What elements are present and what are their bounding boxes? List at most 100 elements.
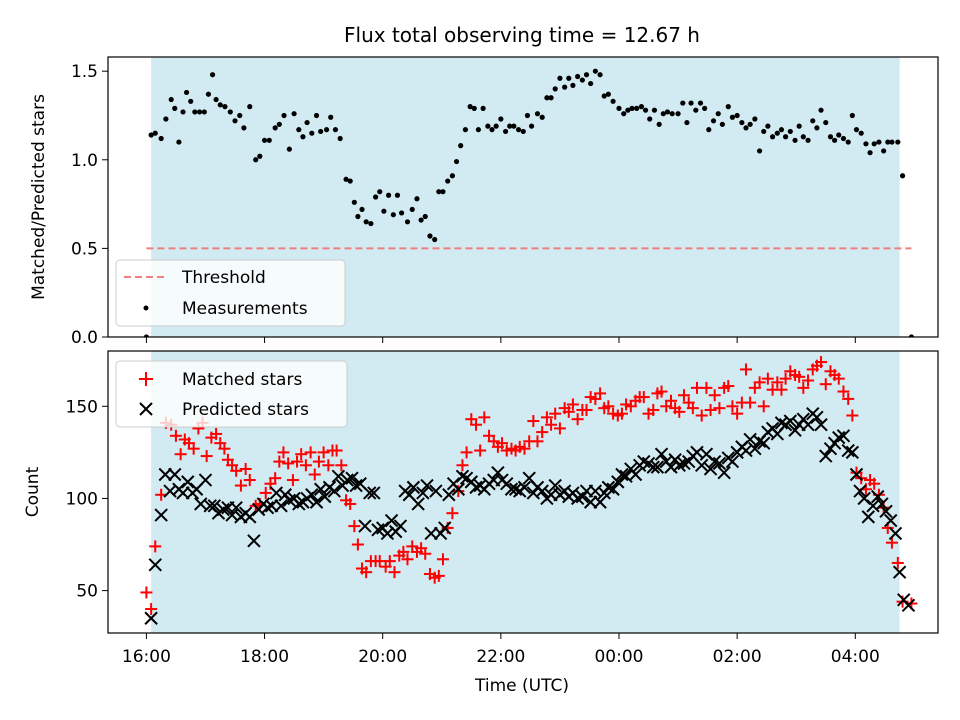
predicted-marker-b	[264, 499, 279, 513]
predicted-marker-b	[420, 478, 434, 493]
predicted-marker-b	[292, 497, 306, 511]
predicted-star-point	[606, 482, 620, 496]
measurement-point	[332, 127, 339, 133]
predicted-star-point	[309, 495, 324, 509]
matched-star-point	[335, 459, 348, 472]
predicted-star-point	[884, 513, 898, 528]
measurement-point	[832, 137, 838, 143]
matched-star-point	[269, 472, 282, 485]
predicted-star-point	[318, 489, 332, 504]
measurement-point	[304, 119, 310, 126]
bot-y-tick-label: 100	[66, 489, 98, 509]
measurement-point	[493, 123, 499, 129]
matched-star-point	[348, 520, 361, 533]
matched-star-point	[802, 374, 815, 387]
predicted-marker-b	[274, 499, 288, 513]
measurement-point	[739, 119, 745, 126]
matched-star-point	[474, 444, 487, 457]
matched-star-point	[726, 400, 739, 413]
top-y-tick-label: 0.0	[71, 328, 98, 348]
matched-star-point	[664, 394, 677, 407]
matched-star-point	[149, 540, 162, 553]
predicted-marker-b	[181, 475, 195, 489]
predicted-star-point	[650, 460, 665, 474]
measurement-point	[222, 104, 228, 110]
predicted-marker-b	[628, 467, 643, 482]
matched-star-point	[388, 566, 401, 579]
matched-star-point	[299, 459, 312, 472]
measurement-point	[774, 130, 780, 136]
x-tick-label: 04:00	[831, 647, 880, 667]
predicted-star-point	[424, 526, 438, 541]
measurement-point	[534, 111, 541, 117]
predicted-star-point	[845, 445, 860, 460]
measurement-point	[313, 112, 320, 119]
predicted-star-point	[712, 456, 727, 471]
predicted-star-point	[380, 526, 395, 541]
bottom-legend: Matched stars Predicted stars	[115, 360, 348, 428]
measurement-point	[515, 127, 522, 133]
measurement-point	[418, 217, 424, 223]
measurement-point	[176, 139, 182, 145]
measurement-point	[621, 111, 627, 117]
predicted-star-point	[836, 429, 851, 443]
predicted-marker-b	[774, 416, 789, 430]
measurement-point	[266, 137, 272, 143]
matched-star-point	[518, 442, 531, 455]
predicted-marker-b	[593, 495, 607, 509]
predicted-marker-b	[694, 458, 709, 472]
predicted-star-point	[420, 478, 434, 493]
predicted-star-point	[438, 521, 452, 535]
predicted-star-point	[694, 458, 709, 472]
measurement-point	[409, 206, 415, 213]
predicted-marker-b	[841, 443, 855, 458]
predicted-marker-b	[646, 460, 660, 474]
predicted-marker-b	[654, 447, 669, 461]
predicted-star-point	[901, 598, 916, 613]
measurement-point	[827, 134, 834, 140]
predicted-marker-b	[163, 484, 177, 498]
predicted-marker-b	[158, 467, 173, 482]
measurement-point	[570, 82, 576, 88]
measurement-point	[467, 104, 473, 110]
predicted-marker-b	[451, 482, 466, 496]
measurement-point	[660, 111, 666, 117]
predicted-marker-b	[504, 482, 519, 496]
predicted-marker-b	[411, 497, 425, 511]
predicted-star-point	[801, 418, 815, 432]
matched-star-point	[200, 450, 213, 463]
predicted-star-point	[832, 430, 846, 445]
predicted-star-point	[331, 469, 346, 484]
measurement-point	[368, 220, 374, 227]
predicted-marker-b	[601, 480, 616, 495]
matched-star-point	[580, 403, 593, 416]
measurement-point	[180, 109, 186, 115]
matched-star-point	[885, 536, 898, 549]
predicted-star-point	[717, 465, 731, 480]
predicted-marker-b	[888, 526, 903, 541]
matched-star-point	[761, 372, 774, 385]
measurement-point	[752, 116, 758, 122]
predicted-marker-b	[849, 467, 864, 482]
measurement-point	[462, 127, 469, 133]
matched-star-point	[174, 448, 187, 461]
predicted-star-point	[548, 478, 562, 493]
matched-star-point	[615, 407, 628, 420]
predicted-star-point	[411, 497, 425, 511]
predicted-star-point	[367, 486, 381, 500]
measurement-point	[702, 105, 708, 111]
measurement-point	[725, 104, 731, 110]
x-tick-label: 20:00	[358, 647, 407, 667]
measurement-point	[840, 135, 847, 142]
predicted-marker-b	[664, 460, 678, 474]
measurement-point	[544, 95, 550, 101]
predicted-marker-b	[672, 458, 686, 472]
measurement-point	[651, 107, 658, 113]
top-y-tick-label: 0.5	[71, 239, 98, 259]
measurement-point	[359, 206, 365, 213]
predicted-star-point	[327, 484, 341, 498]
measurement-point	[810, 118, 816, 124]
matched-star-point	[562, 405, 575, 418]
predicted-marker-b	[198, 473, 213, 487]
measurement-point	[390, 212, 396, 218]
